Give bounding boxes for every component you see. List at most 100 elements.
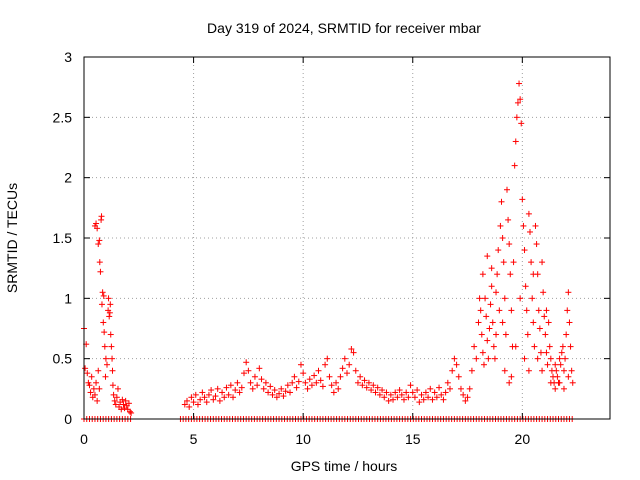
data-point (489, 319, 496, 326)
data-point (293, 384, 300, 391)
data-point (513, 114, 520, 121)
data-point (552, 385, 559, 392)
data-point (436, 384, 443, 391)
data-point (108, 343, 115, 350)
data-point (96, 237, 103, 244)
data-point (565, 289, 572, 296)
data-point (501, 295, 508, 302)
data-point (251, 373, 258, 380)
data-point (490, 343, 497, 350)
data-point (192, 391, 199, 398)
data-point (357, 373, 364, 380)
chart-title: Day 319 of 2024, SRMTID for receiver mba… (207, 20, 481, 36)
data-point (282, 388, 289, 395)
x-tick-label: 20 (515, 431, 531, 447)
x-axis-label: GPS time / hours (291, 458, 398, 474)
data-point (516, 80, 523, 87)
data-point (510, 259, 517, 266)
data-point (95, 367, 102, 374)
data-point (422, 389, 429, 396)
data-point (508, 307, 515, 314)
data-point (518, 120, 525, 127)
data-point (511, 162, 518, 169)
data-point (528, 259, 535, 266)
data-point (425, 394, 432, 401)
data-point (542, 331, 549, 338)
data-point (346, 361, 353, 368)
x-tick-label: 15 (405, 431, 421, 447)
data-point (278, 385, 285, 392)
data-point (361, 377, 368, 384)
data-point (109, 355, 116, 362)
data-point (523, 307, 530, 314)
data-point (315, 367, 322, 374)
data-point (216, 397, 223, 404)
data-point (495, 247, 502, 254)
data-point (507, 271, 514, 278)
data-point (544, 361, 551, 368)
data-point (529, 295, 536, 302)
data-point (122, 397, 129, 404)
data-point (416, 399, 423, 406)
data-point (311, 372, 318, 379)
data-point (120, 401, 127, 408)
data-point (112, 401, 119, 408)
data-point (540, 289, 547, 296)
data-point (488, 283, 495, 290)
data-point (319, 383, 326, 390)
data-point (188, 394, 195, 401)
data-point (350, 349, 357, 356)
data-point (93, 220, 100, 227)
data-point (394, 394, 401, 401)
data-point (499, 319, 506, 326)
data-point (431, 389, 438, 396)
y-tick-label: 0.5 (53, 351, 73, 367)
y-tick-label: 1 (64, 290, 72, 306)
data-point (537, 349, 544, 356)
data-point (280, 393, 287, 400)
data-point (337, 373, 344, 380)
data-point (536, 325, 543, 332)
data-point (498, 198, 505, 205)
data-point (493, 331, 500, 338)
data-point (291, 373, 298, 380)
data-point (477, 307, 484, 314)
data-point (265, 389, 272, 396)
data-point (363, 384, 370, 391)
x-tick-label: 5 (190, 431, 198, 447)
data-point (260, 385, 267, 392)
data-point (223, 384, 230, 391)
data-point (444, 379, 451, 386)
data-point (530, 271, 537, 278)
data-point (267, 383, 274, 390)
data-point (559, 343, 566, 350)
data-point (100, 319, 107, 326)
data-point (546, 343, 553, 350)
data-point (287, 389, 294, 396)
data-point (407, 382, 414, 389)
data-point (568, 367, 575, 374)
data-point (563, 331, 570, 338)
data-point (479, 349, 486, 356)
data-point (556, 355, 563, 362)
data-point (505, 216, 512, 223)
data-point (104, 361, 111, 368)
data-point (105, 295, 112, 302)
data-point (221, 394, 228, 401)
data-point (476, 295, 483, 302)
data-point (539, 259, 546, 266)
data-point (530, 319, 537, 326)
data-point (455, 373, 462, 380)
data-point (289, 379, 296, 386)
data-point (317, 377, 324, 384)
data-point (449, 367, 456, 374)
data-point (484, 337, 491, 344)
data-point (300, 370, 307, 377)
data-point (374, 384, 381, 391)
data-point (212, 393, 219, 400)
data-point (84, 370, 91, 377)
data-point (429, 396, 436, 403)
data-point (348, 346, 355, 353)
data-point (558, 349, 565, 356)
data-point (392, 389, 399, 396)
